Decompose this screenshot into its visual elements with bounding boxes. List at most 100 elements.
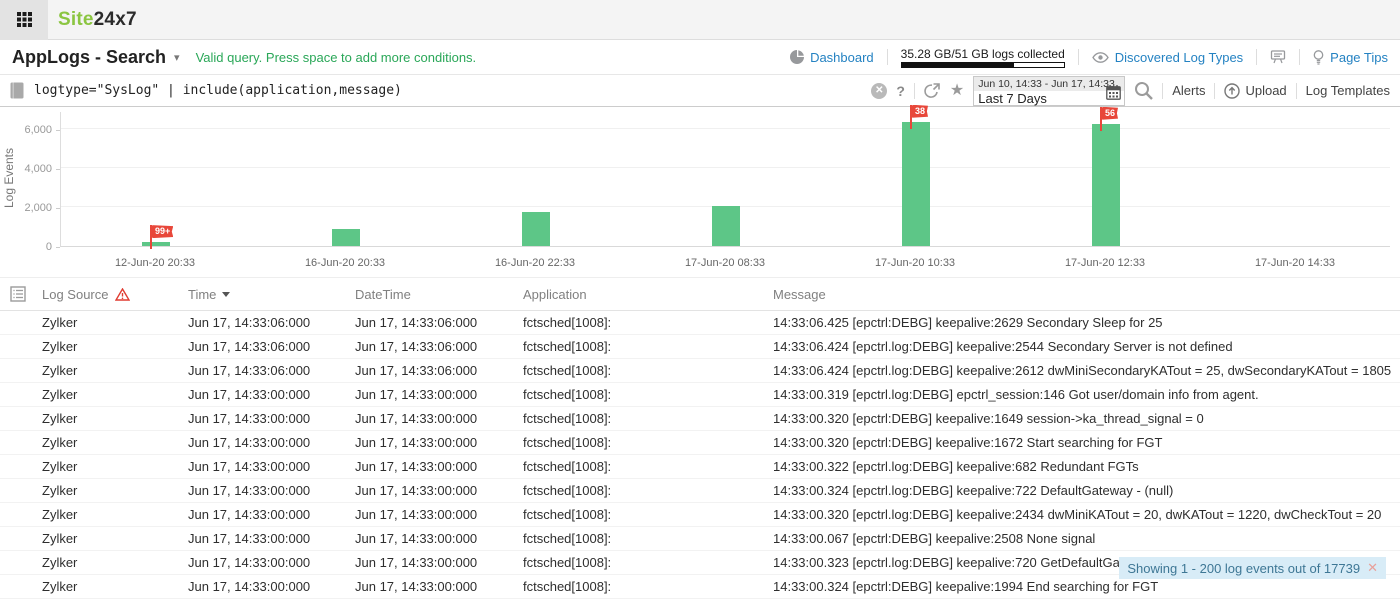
cell-application: fctsched[1008]: [523, 555, 612, 570]
logs-usage-fill [901, 62, 1014, 67]
logs-usage-text: 35.28 GB/51 GB logs collected [900, 46, 1065, 61]
result-count-toast: Showing 1 - 200 log events out of 17739 … [1119, 557, 1386, 579]
cell-log-source: Zylker [42, 507, 78, 522]
chart-bar[interactable] [902, 121, 930, 246]
page-tips-link[interactable]: Page Tips [1313, 50, 1388, 65]
cell-message: 14:33:00.324 [epctrl:DEBG] keepalive:199… [773, 579, 1159, 594]
table-row[interactable]: Zylker Jun 17, 14:33:06:000 Jun 17, 14:3… [0, 335, 1400, 359]
table-row[interactable]: Zylker Jun 17, 14:33:00:000 Jun 17, 14:3… [0, 407, 1400, 431]
chart-bar[interactable] [142, 242, 170, 246]
gridline [61, 166, 1390, 168]
separator [886, 49, 888, 65]
saved-query-book-icon[interactable] [10, 82, 24, 99]
cell-log-source: Zylker [42, 555, 78, 570]
chart-plot-area[interactable]: 99+ 38 56 [60, 104, 1390, 250]
page-title: AppLogs - Search [12, 46, 167, 67]
table-row[interactable]: Zylker Jun 17, 14:33:00:000 Jun 17, 14:3… [0, 551, 1400, 575]
cell-datetime: Jun 17, 14:33:00:000 [355, 411, 478, 426]
cell-datetime: Jun 17, 14:33:06:000 [355, 339, 478, 354]
anomaly-flag-pole [150, 225, 152, 250]
signpost-icon[interactable] [1270, 50, 1286, 64]
cell-message: 14:33:00.067 [epctrl:DEBG] keepalive:250… [773, 531, 1096, 546]
y-tick-mark [56, 247, 60, 248]
dashboard-link[interactable]: Dashboard [790, 50, 874, 65]
cell-time: Jun 17, 14:33:00:000 [188, 387, 311, 402]
table-row[interactable]: Zylker Jun 17, 14:33:00:000 Jun 17, 14:3… [0, 455, 1400, 479]
discovered-log-types-link[interactable]: Discovered Log Types [1092, 50, 1243, 65]
anomaly-flag-pole [1100, 106, 1102, 131]
cell-message: 14:33:06.424 [epctrl.log:DEBG] keepalive… [773, 363, 1392, 378]
column-header-application[interactable]: Application [523, 286, 587, 302]
cell-application: fctsched[1008]: [523, 507, 612, 522]
cell-message: 14:33:00.324 [epctrl.log:DEBG] keepalive… [773, 483, 1174, 498]
x-tick-label: 16-Jun-20 20:33 [304, 257, 386, 269]
anomaly-flag[interactable]: 99+ [152, 225, 174, 239]
anomaly-flag[interactable]: 56 [1102, 106, 1119, 120]
cell-application: fctsched[1008]: [523, 339, 612, 354]
chart-bar[interactable] [332, 229, 360, 246]
cell-datetime: Jun 17, 14:33:06:000 [355, 363, 478, 378]
cell-message: 14:33:00.319 [epctrl.log:DEBG] epctrl_se… [773, 387, 1259, 402]
cell-application: fctsched[1008]: [523, 363, 612, 378]
table-view-icon[interactable] [10, 286, 42, 302]
x-tick-label: 17-Jun-20 14:33 [1254, 257, 1336, 269]
separator [1299, 49, 1301, 65]
table-row[interactable]: Zylker Jun 17, 14:33:00:000 Jun 17, 14:3… [0, 503, 1400, 527]
chart-bar[interactable] [712, 205, 740, 246]
gridline [61, 127, 1390, 129]
time-range-picker[interactable]: Jun 10, 14:33 - Jun 17, 14:33 Last 7 Day… [973, 75, 1126, 106]
sort-desc-icon [222, 291, 231, 297]
column-header-message[interactable]: Message [773, 286, 826, 302]
cell-time: Jun 17, 14:33:00:000 [188, 459, 311, 474]
help-icon[interactable]: ? [896, 82, 905, 99]
cell-log-source: Zylker [42, 387, 78, 402]
toast-close-icon[interactable]: ✕ [1367, 560, 1378, 575]
log-events-table: Log Source Time DateTime Application [0, 277, 1400, 599]
warning-triangle-icon[interactable] [114, 287, 130, 301]
chart-bar[interactable] [522, 211, 550, 246]
separator [1295, 82, 1297, 99]
search-icon[interactable] [1134, 81, 1154, 100]
table-row[interactable]: Zylker Jun 17, 14:33:00:000 Jun 17, 14:3… [0, 431, 1400, 455]
favorite-star-icon[interactable]: ★ [949, 81, 965, 99]
logs-usage-bar [900, 61, 1065, 68]
table-row[interactable]: Zylker Jun 17, 14:33:00:000 Jun 17, 14:3… [0, 575, 1400, 599]
log-templates-button[interactable]: Log Templates [1306, 83, 1390, 98]
logo-text-site: Site [58, 8, 94, 30]
cell-datetime: Jun 17, 14:33:00:000 [355, 555, 478, 570]
calendar-icon[interactable] [1106, 84, 1122, 100]
cell-time: Jun 17, 14:33:06:000 [188, 315, 311, 330]
share-icon[interactable] [924, 82, 941, 99]
anomaly-flag-pole [910, 104, 912, 129]
table-row[interactable]: Zylker Jun 17, 14:33:06:000 Jun 17, 14:3… [0, 359, 1400, 383]
table-row[interactable]: Zylker Jun 17, 14:33:06:000 Jun 17, 14:3… [0, 311, 1400, 335]
column-header-log-source[interactable]: Log Source [42, 287, 188, 302]
upload-button[interactable]: Upload [1224, 82, 1287, 99]
site24x7-logo[interactable]: Site24x7 [58, 9, 137, 31]
table-row[interactable]: Zylker Jun 17, 14:33:00:000 Jun 17, 14:3… [0, 527, 1400, 551]
table-row[interactable]: Zylker Jun 17, 14:33:00:000 Jun 17, 14:3… [0, 383, 1400, 407]
y-tick-mark [56, 168, 60, 170]
cell-datetime: Jun 17, 14:33:00:000 [355, 387, 478, 402]
app-launcher-button[interactable] [0, 0, 48, 40]
table-row[interactable]: Zylker Jun 17, 14:33:00:000 Jun 17, 14:3… [0, 479, 1400, 503]
separator [1214, 82, 1216, 99]
anomaly-flag[interactable]: 38 [912, 104, 929, 118]
chart-bar[interactable] [1092, 123, 1120, 246]
log-events-chart: Log Events 99+ 38 56 0 2,000 4,000 6,000 12-Ju… [0, 104, 1400, 277]
column-header-datetime[interactable]: DateTime [355, 286, 411, 302]
clear-query-icon[interactable]: ✕ [871, 82, 888, 99]
logo-text-24x7: 24x7 [93, 8, 137, 30]
separator [1256, 49, 1258, 65]
column-header-time[interactable]: Time [188, 287, 355, 302]
query-input[interactable]: logtype="SysLog" | include(application,m… [34, 83, 402, 98]
x-tick-label: 17-Jun-20 12:33 [1064, 257, 1146, 269]
title-dropdown-caret[interactable]: ▾ [174, 51, 180, 64]
cell-time: Jun 17, 14:33:00:000 [188, 411, 311, 426]
eye-icon [1092, 51, 1109, 63]
alerts-button[interactable]: Alerts [1172, 83, 1205, 98]
cell-message: 14:33:00.320 [epctrl.log:DEBG] keepalive… [773, 507, 1382, 522]
cell-time: Jun 17, 14:33:00:000 [188, 483, 311, 498]
cell-datetime: Jun 17, 14:33:00:000 [355, 507, 478, 522]
